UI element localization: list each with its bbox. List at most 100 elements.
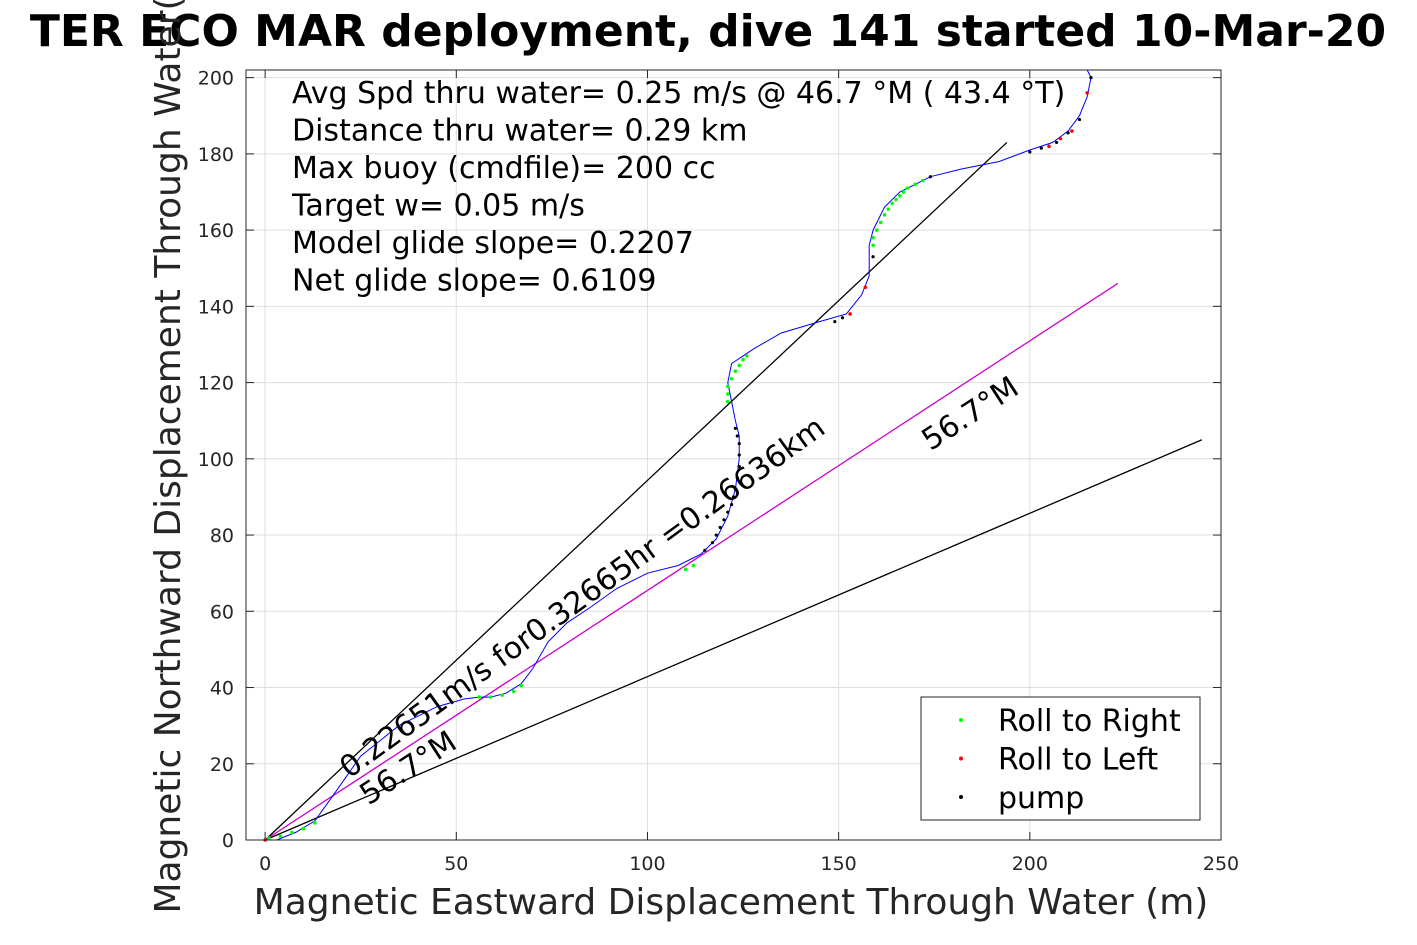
y-tick-label: 100 [198,449,234,471]
y-tick-label: 0 [222,830,234,852]
reference-lines [264,141,1203,841]
info-line: Distance thru water= 0.29 km [292,114,747,149]
pump-marker [1089,76,1093,80]
pump-marker [1039,146,1043,150]
reference-line [264,282,1119,841]
track-markers [263,76,1093,842]
info-line: Max buoy (cmdfile)= 200 cc [292,151,716,186]
pump-marker [1028,150,1032,154]
roll-right-marker [901,190,906,194]
pump-marker [731,495,736,499]
roll-right-marker [488,695,493,699]
x-tick-label: 100 [629,853,665,875]
pump-marker [1054,140,1059,145]
pump-marker [714,533,718,537]
axis-ticks: 0 50 100 150 200 250 0 20 40 60 80 100 120 140 160 180 2… [198,68,1239,875]
roll-left-marker [863,285,868,290]
y-tick-label: 120 [198,373,234,395]
pump-marker [737,453,741,457]
roll-right-marker [267,836,271,840]
roll-right-marker [278,834,283,838]
reference-line [264,141,1008,841]
pump-marker [718,525,722,530]
roll-right-marker [882,213,887,217]
roll-left-marker [1085,91,1089,95]
pump-marker [729,502,734,507]
legend-marker [959,795,963,799]
legend-label: pump [998,781,1084,816]
roll-right-marker [875,228,879,232]
pump-marker [840,316,845,320]
x-tick-label: 50 [444,853,468,875]
y-tick-label: 200 [198,68,234,90]
x-tick-label: 150 [821,853,857,875]
roll-right-marker [905,186,910,190]
roll-right-marker [871,235,875,240]
roll-right-marker [920,178,925,183]
roll-left-marker [1070,129,1074,133]
annotation-label: 0.22651m/s for0.32665hr =0.26636km [333,410,831,785]
pump-marker [733,426,738,430]
roll-right-marker [290,830,294,835]
roll-right-marker [745,354,749,358]
roll-right-marker [729,376,734,381]
info-line: Net glide slope= 0.6109 [292,264,656,299]
pump-marker [737,441,741,446]
legend-box [920,696,1201,821]
roll-right-marker [913,182,917,187]
x-tick-label: 0 [259,853,271,875]
pump-marker [871,255,875,259]
info-line: Model glide slope= 0.2207 [292,226,694,261]
roll-right-marker [725,399,730,404]
roll-right-marker [511,689,516,694]
x-axis-label: Magnetic Eastward Displacement Through W… [254,882,1209,923]
pump-marker [1077,117,1082,122]
plot-frame [245,69,1222,841]
roll-right-marker [477,695,482,699]
roll-left-marker [1058,136,1063,141]
annotation-label: 56.7°M [916,370,1025,458]
roll-right-marker [886,207,891,211]
info-text-block: Avg Spd thru water= 0.25 m/s @ 46.7 °M (… [291,76,1065,299]
roll-right-marker [890,201,894,206]
roll-right-marker [725,384,730,389]
roll-right-marker [741,357,745,362]
roll-right-marker [313,821,317,825]
roll-right-marker [898,193,902,198]
x-tick-label: 250 [1203,853,1239,875]
x-tick-label: 200 [1012,853,1048,875]
y-axis-label: Magnetic Northward Displacement Through … [148,0,189,914]
y-tick-label: 20 [210,754,234,776]
legend-marker [959,756,963,761]
pump-marker [703,548,707,552]
pump-marker [735,476,739,480]
pump-marker [726,510,730,514]
roll-right-marker [691,563,696,568]
pump-marker [833,319,837,324]
y-tick-label: 40 [210,678,234,700]
roll-right-marker [878,220,883,225]
legend-marker [959,718,963,722]
roll-right-marker [301,826,306,831]
y-tick-label: 160 [198,220,234,242]
roll-right-marker [871,243,875,248]
pump-marker [735,434,739,438]
roll-right-marker [894,197,898,202]
reference-line [264,439,1203,841]
pump-marker [928,175,933,179]
info-line: Target w= 0.05 m/s [291,189,585,224]
pump-marker [1066,131,1070,135]
roll-right-marker [500,693,504,697]
roll-right-marker [737,363,742,368]
y-tick-label: 60 [210,601,234,623]
pump-marker [722,518,726,522]
roll-right-marker [519,683,524,688]
legend-label: Roll to Left [998,743,1158,778]
roll-right-marker [725,392,730,396]
roll-right-marker [683,567,688,572]
pump-marker [733,487,738,491]
glider-track-line [265,69,1092,841]
y-tick-label: 180 [198,144,234,166]
